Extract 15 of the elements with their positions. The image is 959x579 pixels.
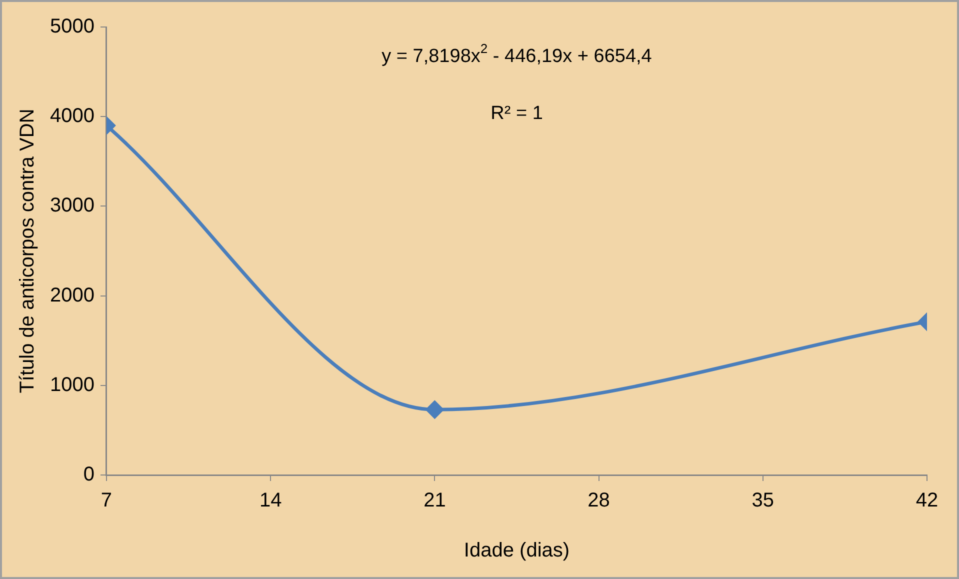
x-tick-label: 14 [259,490,282,512]
x-tick-label: 21 [424,490,446,512]
x-tick-label: 7 [100,490,112,512]
y-tick-label: 0 [83,464,94,486]
y-axis-title: Título de anticorpos contra VDN [16,108,39,394]
y-tick-label: 5000 [50,16,94,38]
y-tick-label: 1000 [50,374,94,396]
x-tick-label: 42 [916,490,938,512]
y-tick-label: 4000 [50,105,94,128]
x-axis-title: Idade (dias) [464,540,570,562]
annotation: R² = 1 [490,103,543,124]
y-tick-label: 2000 [50,284,94,306]
y-tick-label: 3000 [50,194,94,217]
x-tick-label: 28 [588,490,610,512]
x-tick-label: 35 [752,490,774,512]
